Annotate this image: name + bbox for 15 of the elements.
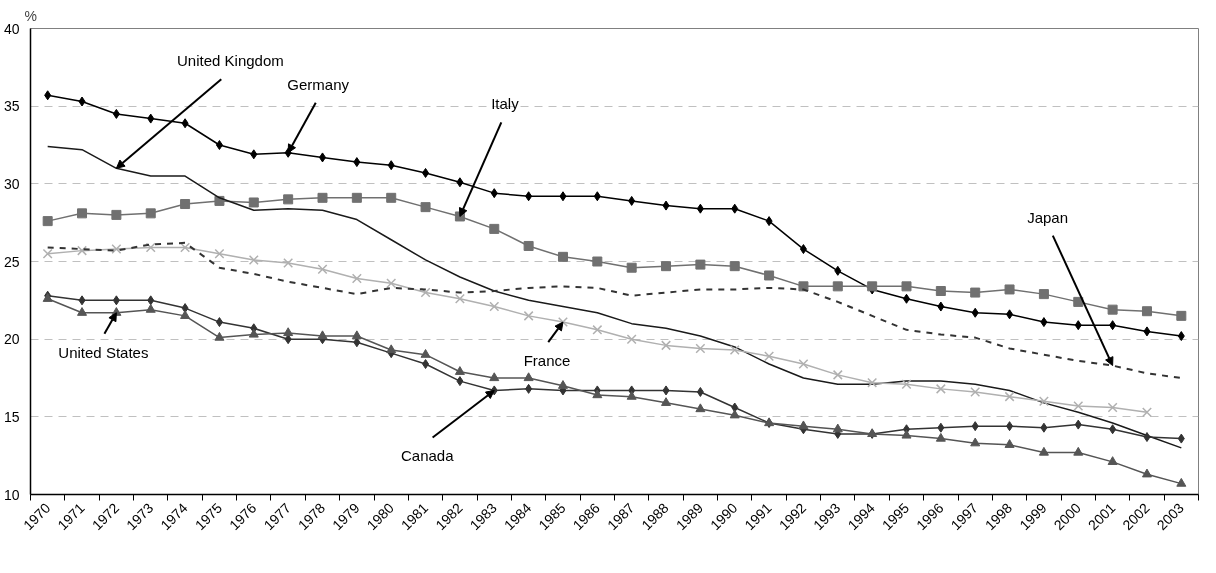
y-axis-title: % (24, 7, 37, 24)
y-tick-label: 40 (3, 20, 20, 37)
y-tick-label: 35 (3, 98, 20, 115)
annotation: United States (58, 343, 149, 361)
y-tick-label: 10 (3, 486, 20, 503)
annotation: Germany (287, 75, 350, 93)
y-tick-label: 25 (3, 253, 20, 270)
annotation: Japan (1027, 208, 1069, 226)
annotation: Italy (491, 95, 520, 113)
annotation: United Kingdom (177, 52, 284, 70)
y-tick-label: 30 (3, 175, 20, 192)
y-tick-label: 20 (3, 331, 20, 348)
annotation: Canada (400, 447, 455, 465)
y-tick-label: 15 (3, 408, 20, 425)
annotation: France (523, 352, 571, 370)
